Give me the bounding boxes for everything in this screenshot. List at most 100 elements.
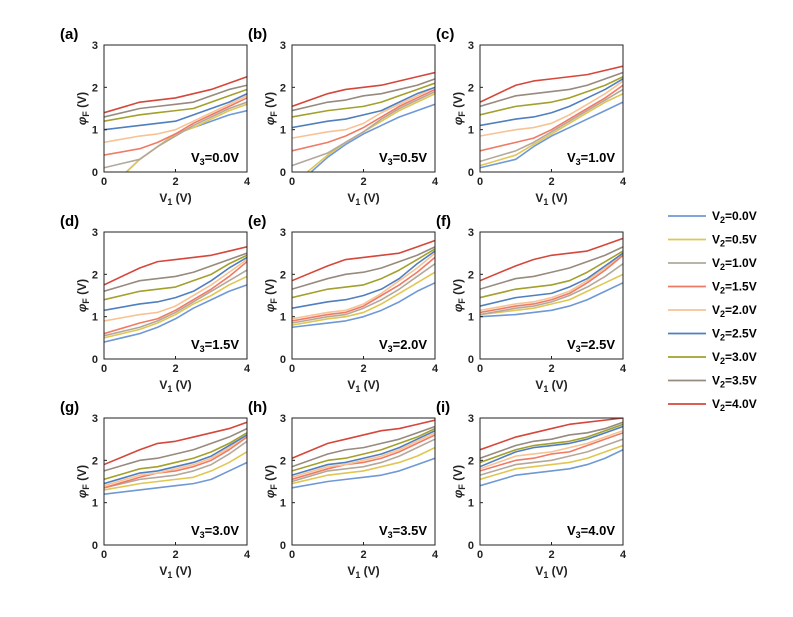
series-line-v2-2-0 bbox=[292, 252, 435, 320]
legend-entry-label: V2=2.5V bbox=[712, 327, 757, 343]
series-line-v2-3-0 bbox=[292, 427, 435, 472]
series-line-v2-3-0 bbox=[104, 88, 247, 122]
series-line-v2-1-5 bbox=[480, 432, 623, 472]
series-line-v2-3-5 bbox=[104, 84, 247, 118]
y-axis-label: φF (V) bbox=[451, 92, 467, 125]
series-line-v2-4-0 bbox=[104, 421, 247, 466]
y-tick-label: 0 bbox=[92, 540, 98, 552]
y-tick-label: 2 bbox=[92, 82, 98, 94]
series-line-v2-0-0 bbox=[292, 457, 435, 489]
series-group bbox=[104, 75, 247, 172]
y-tick-label: 2 bbox=[468, 82, 474, 94]
series-line-v2-1-5 bbox=[292, 256, 435, 322]
series-line-v2-3-0 bbox=[104, 254, 247, 301]
series-line-v2-4-0 bbox=[292, 239, 435, 282]
x-tick-label: 2 bbox=[548, 549, 554, 561]
series-line-v2-1-5 bbox=[292, 88, 435, 152]
series-line-v2-3-0 bbox=[292, 82, 435, 118]
panel-annotation: V3=2.5V bbox=[567, 337, 615, 354]
series-line-v2-1-5 bbox=[292, 434, 435, 481]
series-line-v2-2-5 bbox=[480, 252, 623, 307]
series-line-v2-2-5 bbox=[104, 256, 247, 312]
x-axis-label: V1 (V) bbox=[347, 564, 379, 580]
series-line-v2-0-0 bbox=[292, 282, 435, 329]
y-axis-label: φF (V) bbox=[75, 465, 91, 498]
panel-f: 0 2 4 0 1 2 3 V1 (V) φF (V) (f) V3=2.5V bbox=[436, 213, 627, 394]
series-line-v2-2-0 bbox=[480, 252, 623, 312]
x-tick-label: 0 bbox=[289, 549, 295, 561]
x-tick-label: 0 bbox=[477, 549, 483, 561]
y-tick-label: 2 bbox=[92, 455, 98, 467]
series-line-v2-0-5 bbox=[104, 451, 247, 491]
series-line-v2-2-5 bbox=[104, 92, 247, 131]
series-line-v2-2-5 bbox=[480, 425, 623, 468]
series-line-v2-3-0 bbox=[104, 432, 247, 481]
series-line-v2-2-5 bbox=[292, 86, 435, 129]
y-tick-label: 1 bbox=[468, 312, 474, 324]
x-axis-label: V1 (V) bbox=[347, 191, 379, 207]
panel-label: (c) bbox=[436, 26, 454, 43]
y-tick-label: 0 bbox=[468, 540, 474, 552]
y-axis-label: φF (V) bbox=[263, 465, 279, 498]
y-tick-label: 0 bbox=[92, 354, 98, 366]
series-line-v2-4-0 bbox=[292, 71, 435, 108]
series-line-v2-3-5 bbox=[292, 425, 435, 468]
x-tick-label: 0 bbox=[101, 549, 107, 561]
y-tick-label: 3 bbox=[92, 227, 98, 239]
y-tick-label: 3 bbox=[92, 413, 98, 425]
y-axis-label: φF (V) bbox=[263, 92, 279, 125]
series-line-v2-2-0 bbox=[292, 432, 435, 479]
series-line-v2-0-0 bbox=[480, 101, 623, 169]
x-tick-label: 4 bbox=[432, 363, 439, 375]
panel-a: 0 2 4 0 1 2 3 V1 (V) φF (V) (a) V3=0.0V bbox=[60, 26, 251, 207]
series-line-v2-1-5 bbox=[104, 261, 247, 335]
y-tick-label: 2 bbox=[280, 269, 286, 281]
series-line-v2-1-5 bbox=[480, 84, 623, 152]
y-tick-label: 3 bbox=[468, 227, 474, 239]
legend-entry-label: V2=0.5V bbox=[712, 233, 757, 249]
series-line-v2-2-5 bbox=[104, 434, 247, 485]
series-line-v2-1-0 bbox=[292, 438, 435, 483]
series-line-v2-4-0 bbox=[104, 75, 247, 114]
series-line-v2-0-5 bbox=[292, 446, 435, 485]
y-tick-label: 2 bbox=[280, 82, 286, 94]
panel-c: 0 2 4 0 1 2 3 V1 (V) φF (V) (c) V3=1.0V bbox=[436, 26, 627, 207]
series-line-v2-4-0 bbox=[104, 246, 247, 286]
series-line-v2-3-5 bbox=[480, 71, 623, 108]
panel-annotation: V3=2.0V bbox=[379, 337, 427, 354]
series-group bbox=[292, 71, 435, 172]
series-line-v2-3-5 bbox=[104, 427, 247, 472]
x-tick-label: 0 bbox=[101, 363, 107, 375]
y-tick-label: 3 bbox=[92, 40, 98, 52]
y-tick-label: 1 bbox=[92, 312, 98, 324]
legend-entry-label: V2=2.0V bbox=[712, 303, 757, 319]
series-line-v2-3-5 bbox=[480, 246, 623, 290]
x-tick-label: 2 bbox=[360, 363, 366, 375]
x-tick-label: 2 bbox=[548, 363, 554, 375]
panel-label: (h) bbox=[248, 399, 267, 416]
series-line-v2-1-5 bbox=[480, 254, 623, 314]
x-tick-label: 4 bbox=[244, 549, 251, 561]
panel-annotation: V3=1.5V bbox=[191, 337, 239, 354]
x-axis-label: V1 (V) bbox=[535, 564, 567, 580]
x-tick-label: 0 bbox=[477, 363, 483, 375]
series-line-v2-0-0 bbox=[104, 461, 247, 495]
x-tick-label: 4 bbox=[620, 176, 627, 188]
series-line-v2-2-0 bbox=[104, 258, 247, 322]
panel-d: 0 2 4 0 1 2 3 V1 (V) φF (V) (d) V3=1.5V bbox=[60, 213, 251, 394]
series-line-v2-2-0 bbox=[480, 429, 623, 470]
series-line-v2-1-5 bbox=[104, 436, 247, 489]
series-group bbox=[104, 421, 247, 495]
panel-g: 0 2 4 0 1 2 3 V1 (V) φF (V) (g) V3=3.0V bbox=[60, 399, 251, 580]
panel-label: (b) bbox=[248, 26, 267, 43]
legend-entry-label: V2=4.0V bbox=[712, 397, 757, 413]
series-line-v2-0-5 bbox=[480, 444, 623, 481]
x-tick-label: 0 bbox=[289, 363, 295, 375]
y-tick-label: 1 bbox=[468, 125, 474, 137]
series-line-v2-2-0 bbox=[104, 95, 247, 144]
x-axis-label: V1 (V) bbox=[159, 191, 191, 207]
y-tick-label: 0 bbox=[280, 167, 286, 179]
series-line-v2-2-5 bbox=[480, 78, 623, 127]
series-line-v2-3-5 bbox=[292, 246, 435, 290]
panel-label: (g) bbox=[60, 399, 79, 416]
